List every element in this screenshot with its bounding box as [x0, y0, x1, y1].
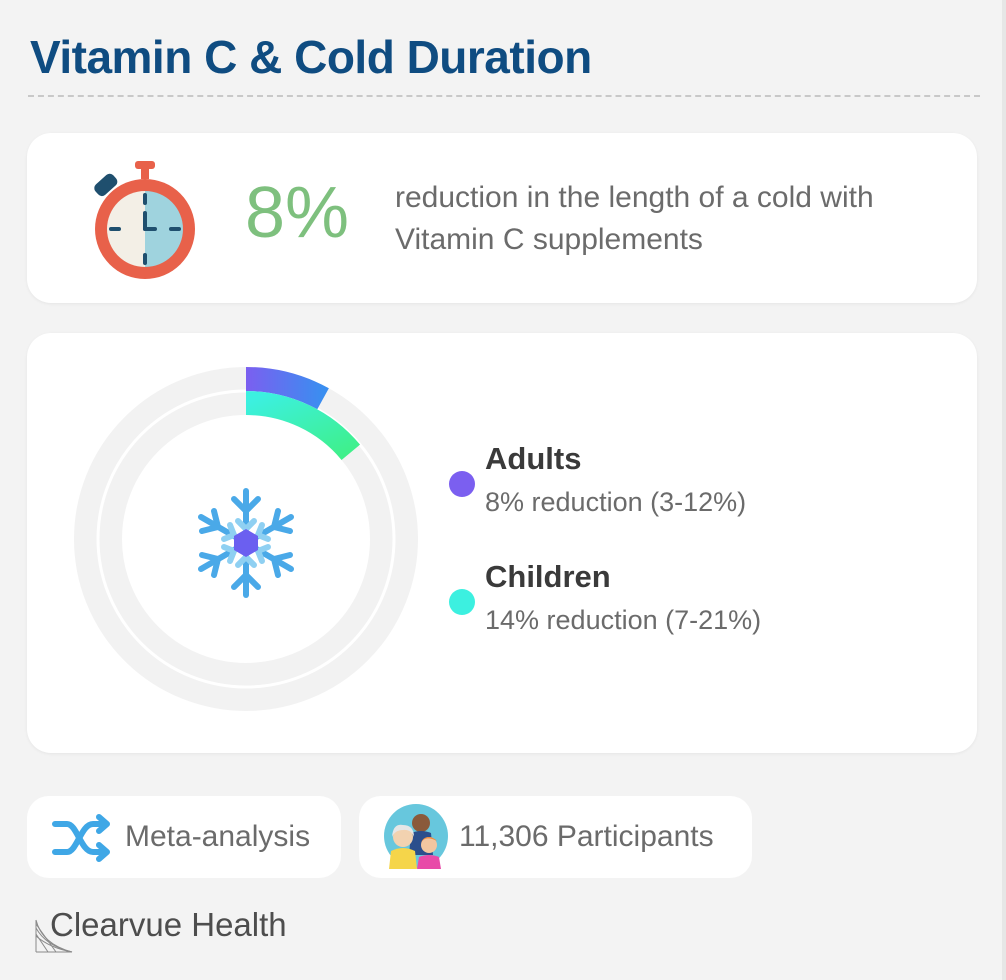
- clearvue-logo-icon: [35, 919, 73, 953]
- headline-percentage: 8%: [245, 173, 350, 253]
- legend-swatch-children: [449, 589, 475, 615]
- legend-label-children: Children: [485, 559, 611, 594]
- meta-analysis-badge: Meta-analysis: [27, 796, 341, 878]
- stopwatch-icon: [94, 161, 195, 279]
- snowflake-icon: [198, 488, 294, 598]
- page-edge: [1002, 0, 1006, 980]
- headline-description: reduction in the length of a cold with V…: [395, 181, 874, 256]
- shuffle-icon: [52, 814, 110, 862]
- headline-stat-card: 8% reduction in the length of a cold wit…: [27, 133, 977, 303]
- participants-label: 11,306 Participants: [459, 820, 714, 853]
- participants-badge: 11,306 Participants: [359, 796, 752, 878]
- people-icon: [384, 804, 448, 869]
- ring-bars: [245, 367, 361, 461]
- meta-analysis-label: Meta-analysis: [125, 820, 311, 853]
- legend-value-adults: 8% reduction (3-12%): [485, 487, 747, 517]
- brand-name: Clearvue Health: [50, 906, 287, 943]
- ring-bar-adults: [245, 367, 329, 410]
- legend-label-adults: Adults: [485, 441, 582, 476]
- page-title: Vitamin C & Cold Duration: [30, 31, 592, 83]
- radial-chart-card: Adults 8% reduction (3-12%) Children 14%…: [27, 333, 977, 753]
- legend-value-children: 14% reduction (7-21%): [485, 605, 762, 635]
- title-divider: [28, 95, 980, 97]
- ring-bar-children: [245, 391, 361, 461]
- legend-swatch-adults: [449, 471, 475, 497]
- radial-bar-chart: [74, 367, 418, 711]
